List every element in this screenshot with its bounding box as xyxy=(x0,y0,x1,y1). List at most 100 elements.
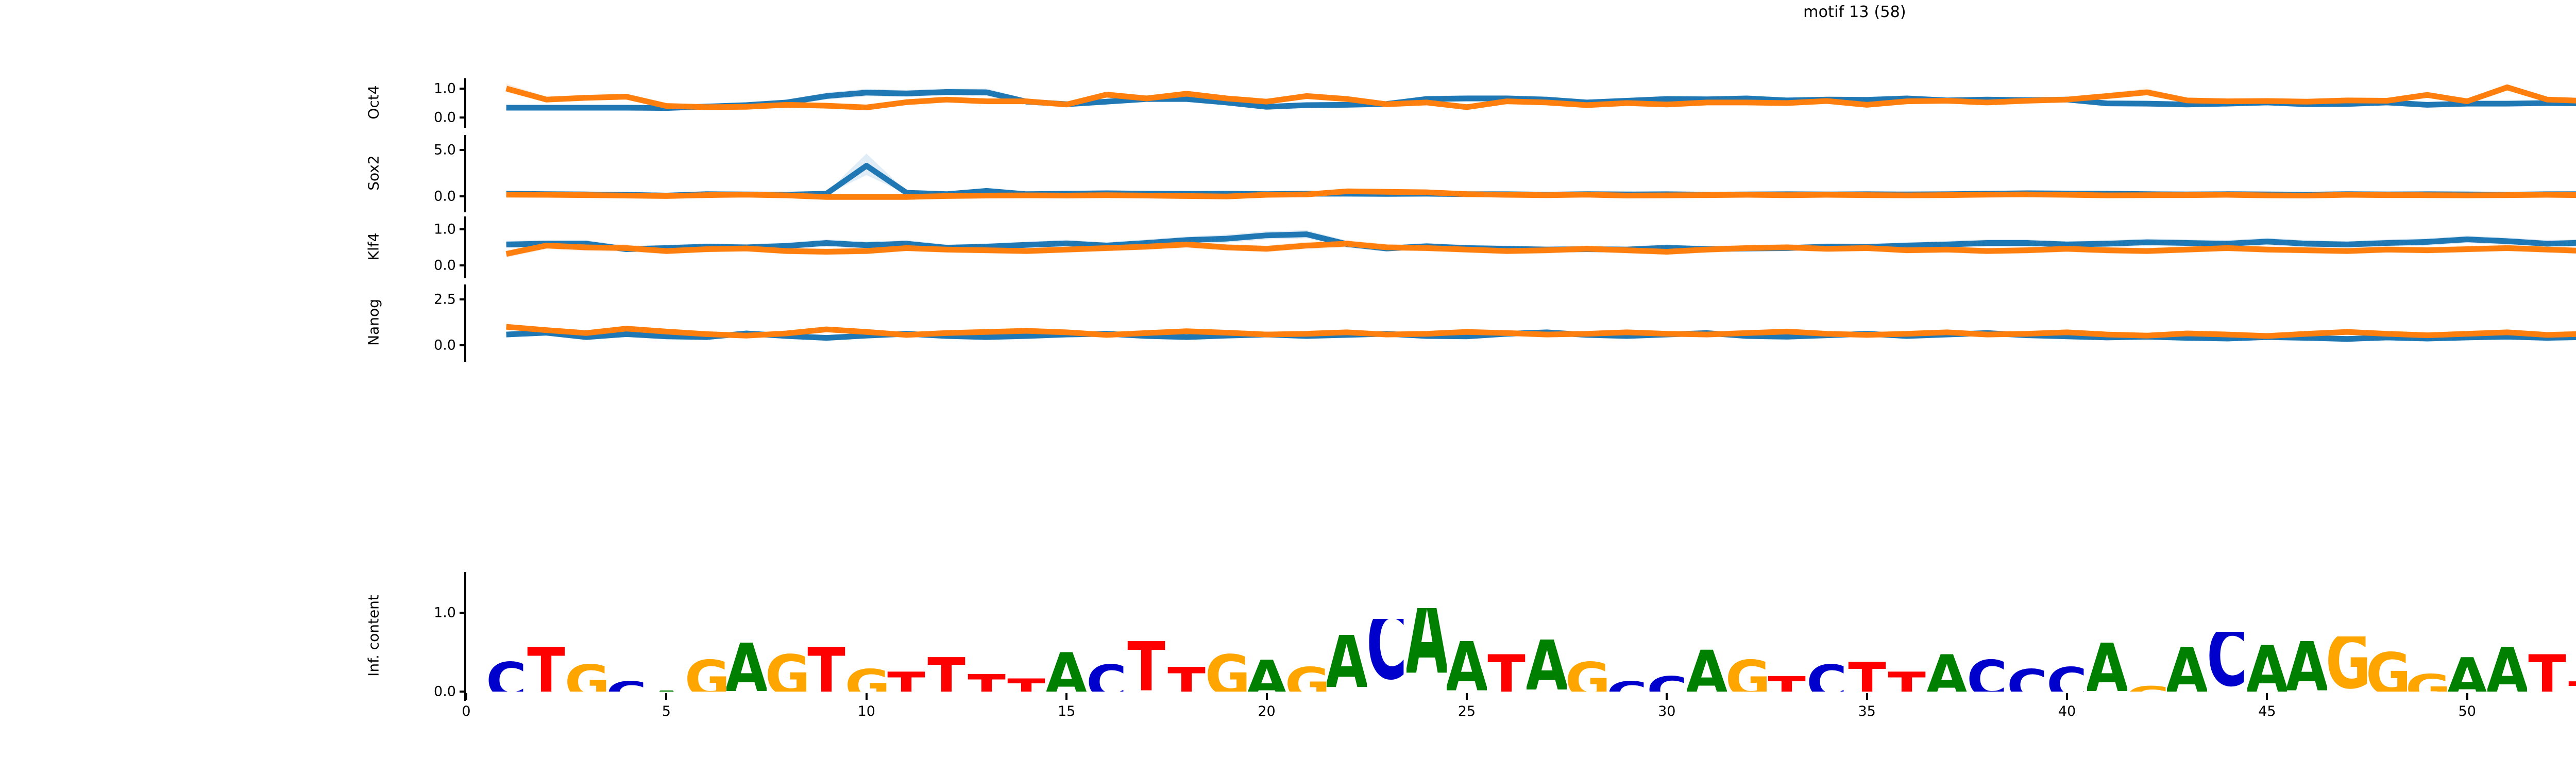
logo-letter-T: T xyxy=(1007,666,1047,692)
logo-letter-A: A xyxy=(1406,608,1447,692)
logo-letter-A: A xyxy=(2407,654,2447,663)
logo-letter-C: C xyxy=(806,629,846,633)
logo-letter-C: C xyxy=(1166,649,1207,658)
logo-letter-G: G xyxy=(686,654,726,692)
logo-letter-G: G xyxy=(2087,632,2127,643)
x-axis-tick-label: 40 xyxy=(2058,703,2076,719)
logo-letter-A: A xyxy=(2567,648,2576,652)
logo-column: TACG xyxy=(1567,636,1607,692)
logo-column: TGCA xyxy=(1327,620,1367,692)
logo-letter-T: T xyxy=(2007,642,2047,646)
logo-column: CGAT xyxy=(527,627,567,691)
logo-letter-A: A xyxy=(1166,644,1207,649)
logo-letter-A: A xyxy=(2287,641,2327,692)
y-axis-tick-label: 0.0 xyxy=(434,257,456,274)
logo-letter-A: A xyxy=(2247,644,2287,692)
logo-letter-T: T xyxy=(2407,644,2447,648)
logo-letter-T: T xyxy=(927,652,965,692)
logo-letter-A: A xyxy=(1567,640,1607,645)
logo-letter-G: G xyxy=(1767,648,1807,654)
logo-letter-A: A xyxy=(2487,646,2528,692)
logo-letter-C: C xyxy=(1847,638,1887,642)
logo-letter-T: T xyxy=(1647,646,1687,650)
logo-letter-G: G xyxy=(1927,635,1967,641)
x-axis-tick xyxy=(1666,693,1668,700)
x-axis-tick xyxy=(2066,693,2069,700)
y-axis-tick xyxy=(460,344,466,346)
logo-letter-G: G xyxy=(566,657,606,691)
logo-letter-A: A xyxy=(2087,643,2127,692)
x-axis-tick xyxy=(2266,693,2268,700)
logo-letter-G: G xyxy=(1847,642,1887,648)
x-axis-tick-label: 0 xyxy=(462,703,471,719)
logo-letter-A: A xyxy=(2167,646,2207,692)
logo-letter-G: G xyxy=(2567,659,2576,668)
y-axis-spine xyxy=(464,135,466,212)
logo-column: ACGT xyxy=(2527,633,2567,691)
logo-letter-T: T xyxy=(1046,636,1087,642)
x-axis-tick-label: 25 xyxy=(1458,703,1476,719)
logo-letter-G: G xyxy=(1567,656,1607,692)
logo-column: TACG xyxy=(686,639,726,692)
logo-letter-T: T xyxy=(767,637,807,643)
logo-letter-G: G xyxy=(2447,642,2487,652)
logo-column: TCAG xyxy=(2327,621,2367,692)
logo-letter-A: A xyxy=(527,637,567,646)
logo-letter-G: G xyxy=(926,644,967,652)
logo-letter-C: C xyxy=(1607,668,1647,691)
logo-letter-C: C xyxy=(1127,629,1167,634)
logo-letter-A: A xyxy=(2527,633,2567,637)
logo-letter-T: T xyxy=(2167,631,2207,636)
logo-letter-G: G xyxy=(1087,642,1127,648)
logo-column: AGCT xyxy=(1887,642,1927,692)
logo-letter-T: T xyxy=(1768,669,1806,692)
logo-letter-A: A xyxy=(606,652,647,657)
logo-letter-G: G xyxy=(1046,632,1087,636)
logo-letter-C: C xyxy=(566,644,606,649)
logo-letter-C: C xyxy=(1927,641,1967,651)
logo-letter-G: G xyxy=(2407,663,2447,692)
y-axis-tick-label: 1.0 xyxy=(434,221,456,238)
panel-label-inf-content: Inf. content xyxy=(365,595,382,677)
logo-letter-T: T xyxy=(846,642,887,646)
logo-letter-C: C xyxy=(1327,628,1367,635)
x-axis-tick xyxy=(2466,693,2468,700)
track-lines xyxy=(506,154,2576,200)
logo-column: TCAG xyxy=(1207,634,1247,691)
logo-letter-G: G xyxy=(726,627,767,631)
track-lines xyxy=(505,83,2576,111)
logo-letter-C: C xyxy=(1647,669,1687,692)
logo-letter-C: C xyxy=(2367,641,2408,649)
logo-letter-G: G xyxy=(2127,671,2167,692)
logo-letter-G: G xyxy=(647,666,687,674)
logo-letter-G: G xyxy=(767,650,807,691)
logo-letter-C: C xyxy=(2047,658,2087,692)
x-axis-tick xyxy=(1065,693,1068,700)
logo-letter-C: C xyxy=(1967,653,2007,692)
logo-letter-G: G xyxy=(1687,638,1727,647)
logo-letter-T: T xyxy=(606,656,647,661)
y-axis-tick xyxy=(460,298,466,300)
logo-letter-A: A xyxy=(2007,646,2047,651)
x-axis-tick-label: 35 xyxy=(1858,703,1876,719)
logo-column: CGAT xyxy=(806,629,846,691)
logo-column: TCAG xyxy=(2127,651,2167,692)
logo-letter-G: G xyxy=(2527,643,2567,650)
logo-letter-C: C xyxy=(1007,650,1047,657)
y-axis-tick-label: 5.0 xyxy=(434,142,456,158)
logo-letter-A: A xyxy=(1967,639,2007,645)
logo-letter-C: C xyxy=(2167,627,2207,631)
logo-letter-G: G xyxy=(1327,623,1367,628)
logo-letter-C: C xyxy=(1286,642,1327,648)
logo-letter-A: A xyxy=(1607,653,1647,659)
track-line-series_a xyxy=(506,89,2576,111)
logo-letter-T: T xyxy=(2567,668,2576,691)
logo-column: TCGA xyxy=(2447,632,2487,692)
logo-letter-G: G xyxy=(1286,659,1327,691)
logo-letter-T: T xyxy=(1087,638,1127,642)
logo-letter-A: A xyxy=(1887,642,1927,646)
logo-letter-T: T xyxy=(887,663,926,692)
logo-letter-G: G xyxy=(486,646,527,655)
logo-letter-A: A xyxy=(2047,643,2087,649)
